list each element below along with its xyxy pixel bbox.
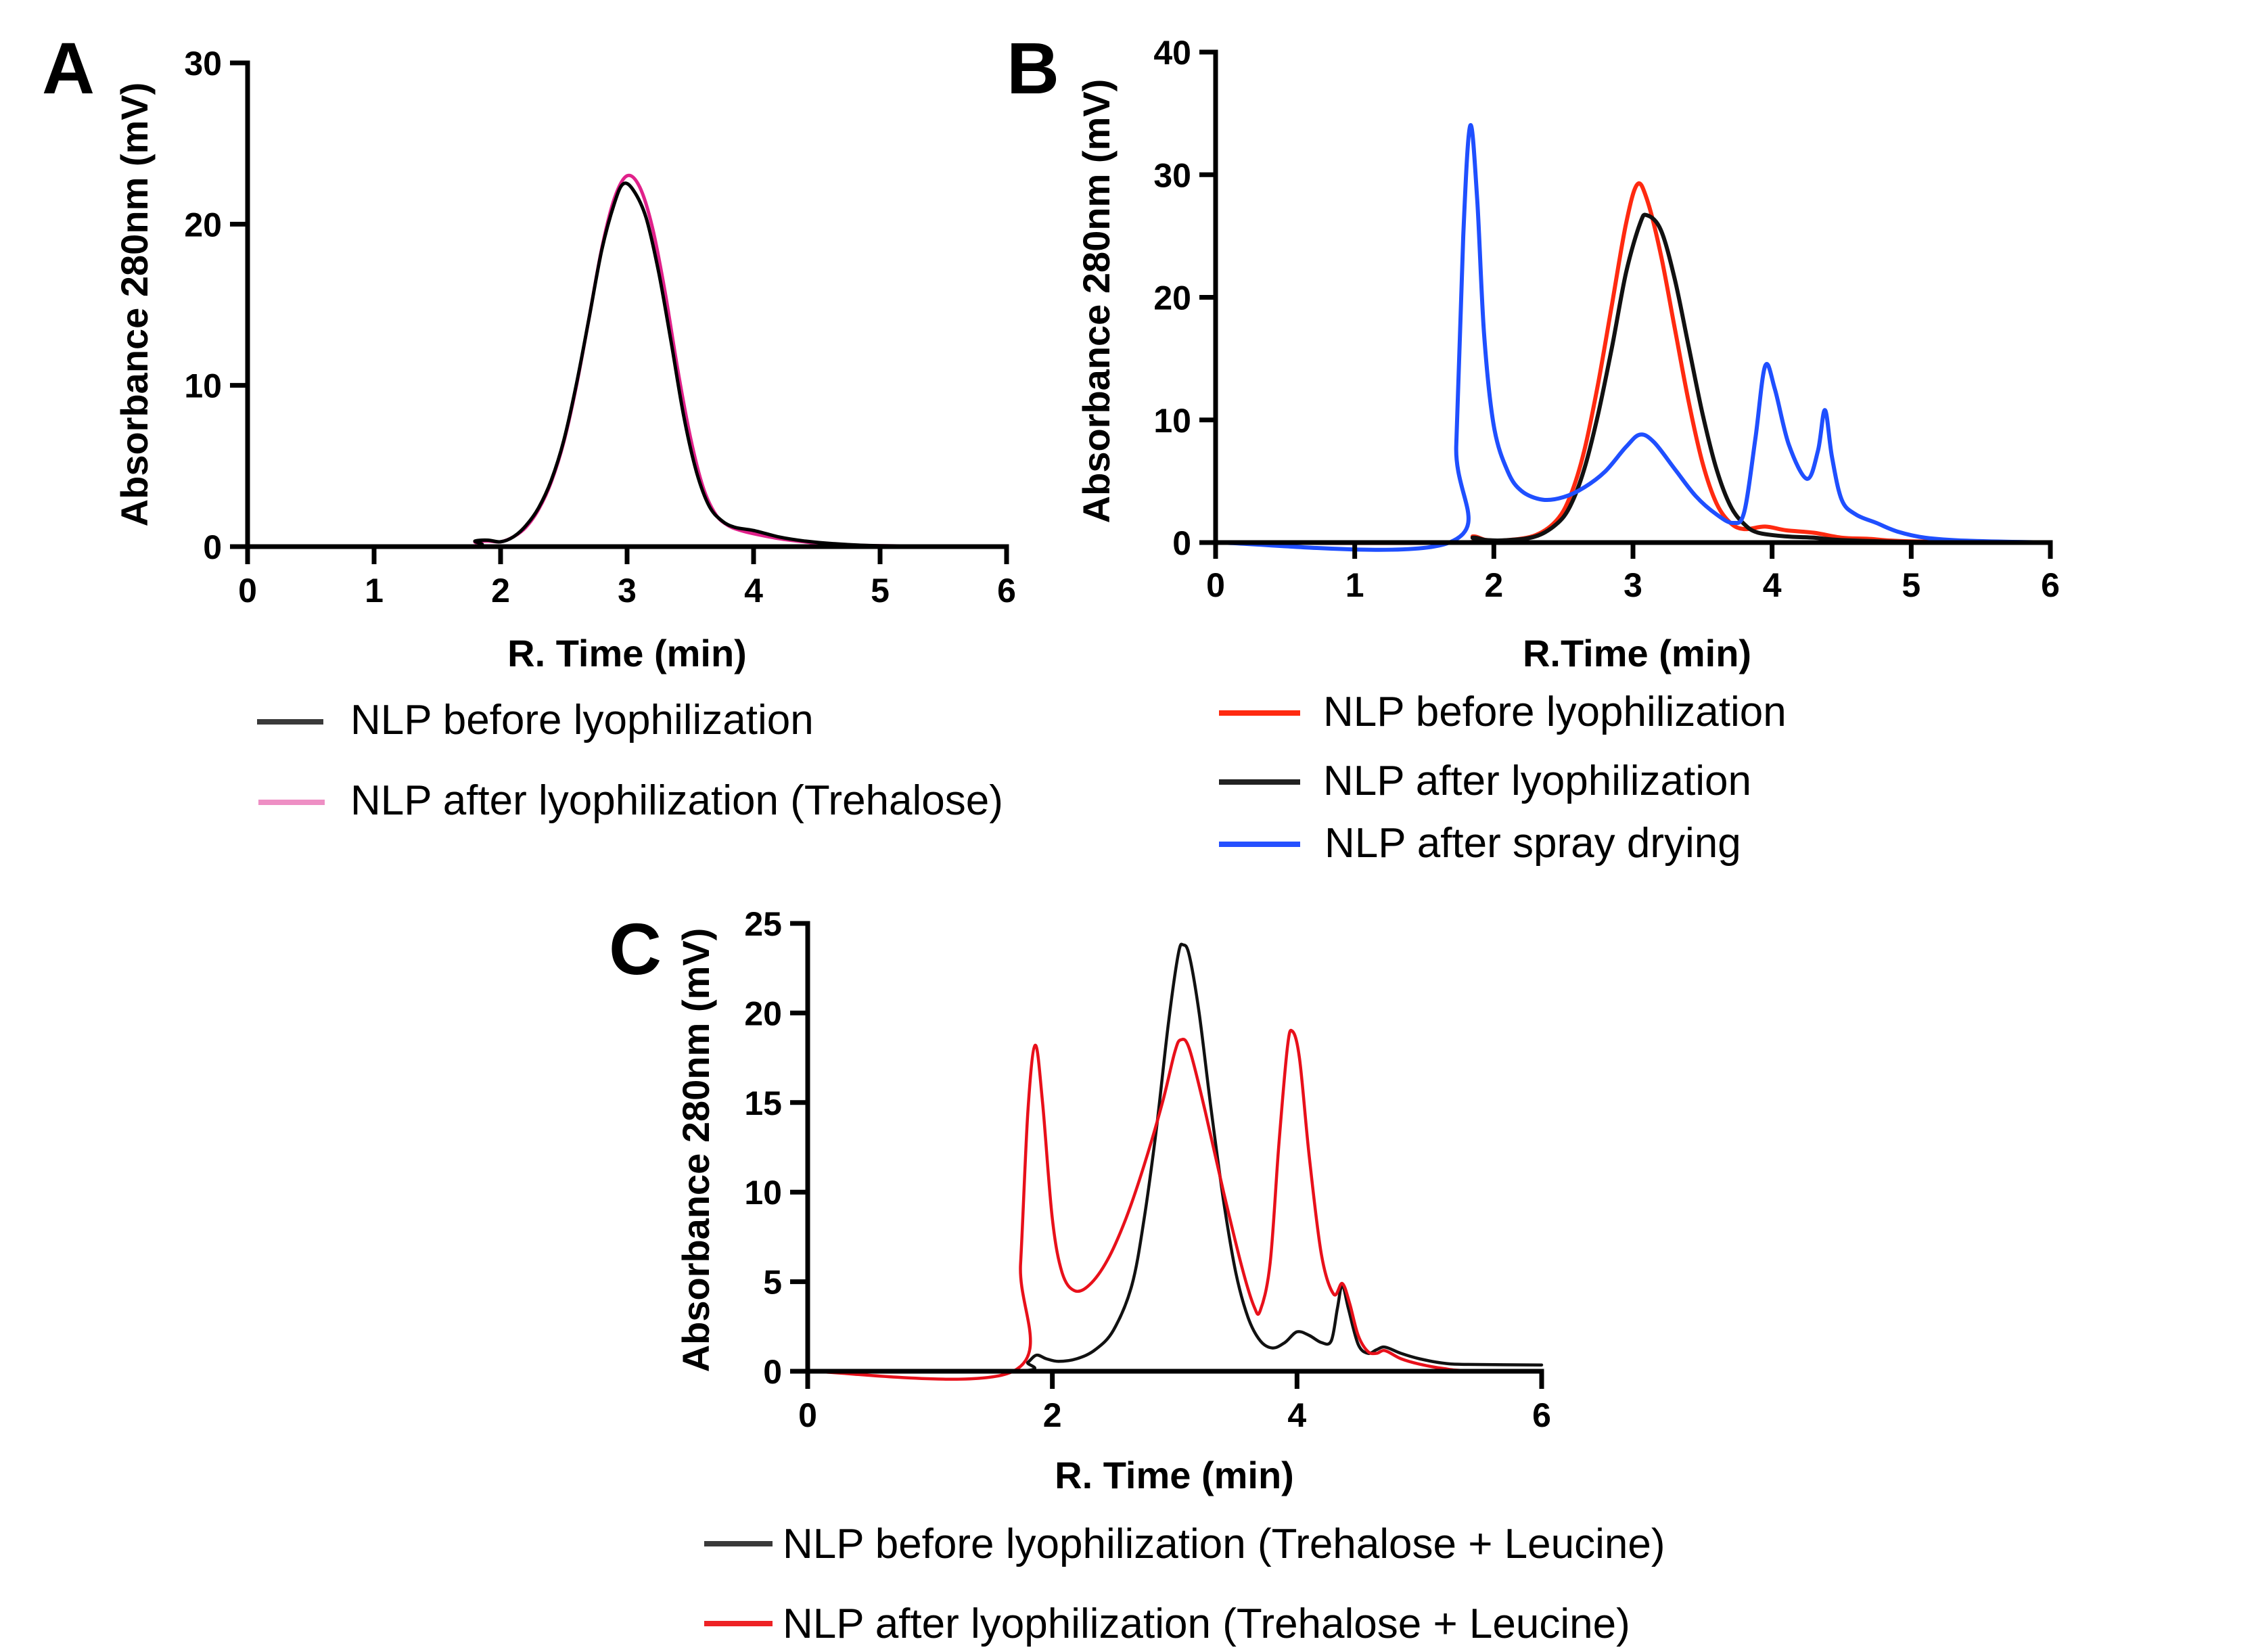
x-tick-label-c-1: 2 bbox=[1043, 1396, 1062, 1434]
y-tick-label-c-3: 15 bbox=[744, 1084, 782, 1122]
series-line-c-1 bbox=[806, 1028, 1544, 1381]
panel-b: B Absorbance 280nm (mV) R.Time (min) 0 1 2… bbox=[1007, 27, 2060, 867]
y-tick-label-b-0: 0 bbox=[1172, 524, 1191, 562]
series-line-a-1 bbox=[246, 181, 1009, 549]
y-tick-label-b-1: 10 bbox=[1153, 402, 1191, 440]
y-tick-label-c-0: 0 bbox=[763, 1353, 782, 1391]
x-tick-label-b-3: 3 bbox=[1624, 566, 1642, 604]
x-tick-label-b-1: 1 bbox=[1345, 566, 1364, 604]
plot-area-b: 0 1 2 3 4 5 6 0 10 20 30 40 bbox=[1153, 34, 2060, 604]
x-tick-label-b-5: 5 bbox=[1902, 566, 1920, 604]
y-axis-title-a: Absorbance 280nm (mV) bbox=[113, 83, 156, 527]
legend-label-c-0: NLP before lyophilization (Trehalose + L… bbox=[783, 1521, 1665, 1567]
y-tick-label-b-4: 40 bbox=[1153, 34, 1191, 72]
legend-b: NLP before lyophilization NLP after lyop… bbox=[1219, 689, 1787, 867]
x-tick-label-b-2: 2 bbox=[1484, 566, 1503, 604]
y-tick-label-a-0: 0 bbox=[203, 528, 222, 566]
x-axis-title-c: R. Time (min) bbox=[1055, 1454, 1294, 1496]
series-line-b-2 bbox=[1214, 123, 2052, 552]
legend-label-a-1: NLP after lyophilization (Trehalose) bbox=[350, 777, 1003, 824]
series-line-b-1 bbox=[1214, 212, 2052, 545]
legend-label-c-1: NLP after lyophilization (Trehalose + Le… bbox=[783, 1601, 1630, 1647]
y-axis-title-c: Absorbance 280nm (mV) bbox=[674, 928, 717, 1373]
y-tick-label-c-1: 5 bbox=[763, 1264, 782, 1302]
legend-a: NLP before lyophilization NLP after lyop… bbox=[257, 697, 1003, 824]
x-axis-title-a: R. Time (min) bbox=[507, 632, 747, 674]
y-tick-label-c-2: 10 bbox=[744, 1174, 782, 1212]
x-tick-label-a-6: 6 bbox=[997, 572, 1016, 610]
y-axis-title-b: Absorbance 280nm (mV) bbox=[1075, 79, 1118, 524]
x-tick-label-b-0: 0 bbox=[1206, 566, 1225, 604]
legend-label-b-1: NLP after lyophilization bbox=[1323, 758, 1751, 804]
panel-letter-c: C bbox=[609, 908, 662, 990]
x-tick-label-a-0: 0 bbox=[238, 572, 257, 610]
legend-label-b-2: NLP after spray drying bbox=[1325, 820, 1741, 867]
y-tick-label-b-2: 20 bbox=[1153, 279, 1191, 317]
x-tick-label-c-3: 6 bbox=[1532, 1396, 1551, 1434]
x-axis-title-b: R.Time (min) bbox=[1523, 632, 1751, 674]
legend-label-b-0: NLP before lyophilization bbox=[1323, 689, 1787, 735]
y-tick-label-a-3: 30 bbox=[184, 45, 222, 83]
x-tick-label-b-6: 6 bbox=[2041, 566, 2060, 604]
panel-letter-a: A bbox=[42, 27, 95, 109]
x-tick-label-a-1: 1 bbox=[365, 572, 384, 610]
y-tick-label-b-3: 30 bbox=[1153, 156, 1191, 194]
x-tick-label-a-2: 2 bbox=[491, 572, 510, 610]
x-tick-label-a-3: 3 bbox=[618, 572, 637, 610]
y-tick-label-c-4: 20 bbox=[744, 994, 782, 1032]
plot-area-c: 0 2 4 6 0 5 10 15 20 25 bbox=[744, 905, 1551, 1434]
plot-area-a: 0 1 2 3 4 5 6 0 10 20 30 bbox=[184, 45, 1016, 610]
x-tick-label-a-5: 5 bbox=[871, 572, 890, 610]
series-line-b-0 bbox=[1214, 181, 2052, 545]
panel-letter-b: B bbox=[1007, 27, 1059, 109]
x-tick-label-b-4: 4 bbox=[1763, 566, 1782, 604]
panel-a: A Absorbance 280nm (mV) R. Time (min) 0 1… bbox=[42, 27, 1016, 824]
panel-c: C Absorbance 280nm (mV) R. Time (min) 0 2… bbox=[609, 905, 1665, 1647]
x-tick-label-c-2: 4 bbox=[1287, 1396, 1306, 1434]
y-tick-label-c-5: 25 bbox=[744, 905, 782, 943]
y-tick-label-a-1: 10 bbox=[184, 367, 222, 405]
x-tick-label-a-4: 4 bbox=[744, 572, 763, 610]
series-line-c-0 bbox=[806, 942, 1544, 1374]
legend-c: NLP before lyophilization (Trehalose + L… bbox=[704, 1521, 1665, 1647]
legend-label-a-0: NLP before lyophilization bbox=[350, 697, 814, 743]
series-line-a-0 bbox=[246, 173, 1009, 549]
x-tick-label-c-0: 0 bbox=[798, 1396, 817, 1434]
y-tick-label-a-2: 20 bbox=[184, 206, 222, 244]
